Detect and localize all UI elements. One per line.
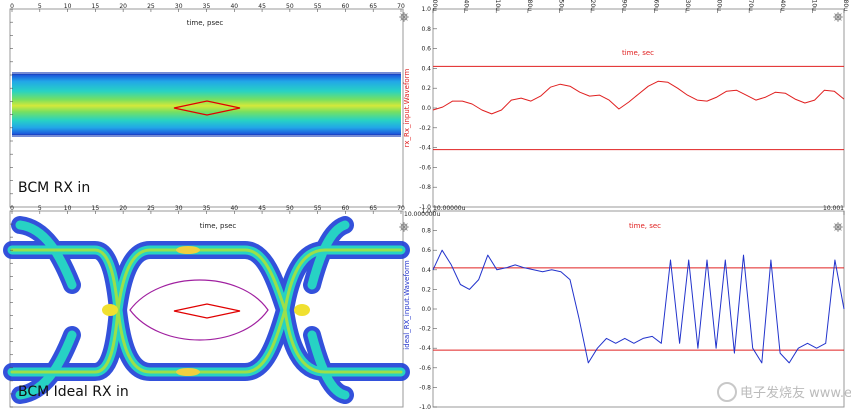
wave1-y-tick-label: -0.2	[419, 125, 431, 132]
eye2-settings-icon[interactable]	[399, 222, 409, 232]
wave2-y-tick-label: 0.2	[421, 286, 431, 293]
wave1-x-tick-label: 8.000140u	[463, 0, 470, 11]
wave1-x-tick-label: 8.000210u	[494, 0, 501, 11]
eye2-title: time, psec	[200, 222, 237, 230]
wave1-x-tick-label: 8.000980u	[842, 0, 849, 11]
wave1-series-line	[432, 80, 845, 115]
wave2-y-tick-label: -0.8	[419, 384, 431, 391]
eye2-x-tick-label: 65	[369, 205, 377, 212]
eye1-x-tick-label: 55	[314, 3, 322, 10]
wave1-y-tick-label: 0.2	[421, 85, 431, 92]
eye1-mask	[173, 100, 241, 116]
eye2-x-tick-label: 0	[10, 205, 14, 212]
wave2-y-tick-label: 0.4	[421, 267, 431, 274]
wave1-y-tick-label: 0.4	[421, 65, 431, 72]
eye1-settings-icon[interactable]	[399, 12, 409, 22]
wave2-series-line	[432, 249, 845, 364]
eye1-x-tick-label: 30	[175, 3, 183, 10]
wave1-x-tick-label: 8.000490u	[621, 0, 628, 11]
eye2-x-tick-label: 60	[342, 205, 350, 212]
eye2-x-tick-label: 15	[92, 205, 100, 212]
eye1-x-tick-label: 5	[38, 3, 42, 10]
wave1-ylabel: rx_Rx_input.Waveform	[403, 69, 411, 148]
wave1-y-tick-label: 0.6	[421, 46, 431, 53]
wave1-y-tick-label: -0.4	[419, 145, 431, 152]
wave1-x-tick-label: 8.000560u	[652, 0, 659, 11]
watermark-logo-icon	[717, 382, 737, 402]
wave1-title: time, sec	[622, 49, 654, 57]
eye2-x-tick-label: 20	[119, 205, 127, 212]
watermark: 电子发烧友 www.elecfans.com	[717, 382, 851, 402]
eye1-axes: 0 5 10 15 20 25 30 35 40 45 50 55 60 65 70	[10, 3, 405, 208]
eye2-x-tick-label: 10	[64, 205, 72, 212]
eye1-x-tick-label: 65	[369, 3, 377, 10]
wave1-frame	[432, 8, 845, 208]
eye1-x-tick-label: 35	[203, 3, 211, 10]
wave2-y-tick-label: -0.2	[419, 326, 431, 333]
wave1-axes: 1.0 0.8 0.6 0.4 0.2 0.0 -0.2 -0.4 -0.6 -0.8 -1.0 8.…	[419, 0, 849, 211]
svg-text:电子发烧友 www.elecfans.com: 电子发烧友 www.elecfans.com	[740, 385, 851, 401]
eye2-x-tick-label: 40	[230, 205, 238, 212]
eye2-x-tick-label: 50	[286, 205, 294, 212]
eye1-x-tick-label: 45	[258, 3, 266, 10]
eye2-density	[3, 216, 410, 404]
wave1-x-tick-label: 8.000770u	[747, 0, 754, 11]
wave2-y-tick-label: 0.0	[421, 306, 431, 313]
eye2-x-tick-label: 5	[38, 205, 42, 212]
eye2-x-tick-label: 55	[314, 205, 322, 212]
wave2-ylabel: ideal_RX_input.Waveform	[403, 260, 411, 350]
eye1-x-tick-label: 50	[286, 3, 294, 10]
wave2-y-tick-label: 0.6	[421, 247, 431, 254]
wave2-frame	[432, 210, 845, 408]
wave1-x-tick-label: 8.000910u	[810, 0, 817, 11]
eye2-x-tick-label: 70	[397, 205, 405, 212]
eye2-x-tick-label: 30	[175, 205, 183, 212]
wave1-x-tick-label: 8.000350u	[557, 0, 564, 11]
eye1-title: time, psec	[187, 19, 224, 27]
eye1-x-tick-label: 15	[92, 3, 100, 10]
eye1-x-tick-label: 40	[230, 3, 238, 10]
eye1-x-tick-label: 25	[147, 3, 155, 10]
wave1-settings-icon[interactable]	[833, 12, 843, 22]
wave1-x-tick-label: 8.000700u	[716, 0, 723, 11]
wave1-y-tick-label: 1.0	[421, 6, 431, 13]
eye1-label: BCM RX in	[18, 180, 90, 196]
eye2-mask	[173, 303, 241, 319]
eye1-x-tick-label: 60	[342, 3, 350, 10]
wave1-y-tick-label: -1.0	[419, 204, 431, 211]
eye2-x-tick-label: 45	[258, 205, 266, 212]
eye1-density	[12, 72, 401, 137]
wave1-y-tick-label: 0.0	[421, 105, 431, 112]
eye2-contour	[129, 279, 269, 341]
eye2-x-tick-label: 25	[147, 205, 155, 212]
wave1-x-tick-label: 8.000630u	[684, 0, 691, 11]
wave2-y-tick-label: 0.8	[421, 228, 431, 235]
wave2-title: time, sec	[629, 222, 661, 230]
eye1-x-tick-label: 70	[397, 3, 405, 10]
wave1-x-tick-label: 8.000280u	[526, 0, 533, 11]
eye2-x-tick-label: 35	[203, 205, 211, 212]
eye2-axes: 0 5 10 15 20 25 30 35 40 45 50 55 60 65 70	[10, 205, 405, 408]
wave2-x-tick-label: 10.00000u	[433, 205, 466, 212]
wave2-x-tick-label: 10.001	[823, 205, 844, 212]
wave1-x-tick-label: 8.000420u	[589, 0, 596, 11]
wave2-y-tick-label: -1.0	[419, 404, 431, 411]
eye1-x-tick-label: 20	[119, 3, 127, 10]
wave2-y-tick-label: -0.6	[419, 365, 431, 372]
wave1-x-tick-label: 8.000000u	[431, 0, 438, 11]
wave1-y-tick-label: -0.6	[419, 164, 431, 171]
wave1-y-tick-label: 0.8	[421, 26, 431, 33]
wave1-y-tick-label: -0.8	[419, 184, 431, 191]
wave1-x-tick-label: 8.000840u	[779, 0, 786, 11]
eye2-label: BCM Ideal RX in	[18, 384, 129, 400]
wave2-settings-icon[interactable]	[833, 222, 843, 232]
eye2-x-start-label: 10.000000u	[404, 211, 440, 218]
eye1-x-tick-label: 10	[64, 3, 72, 10]
wave2-y-tick-label: 1.0	[421, 208, 431, 215]
eye1-x-tick-label: 0	[10, 3, 14, 10]
wave2-axes: 1.00.80.60.40.20.0-0.2-0.4-0.6-0.8-1.010…	[419, 205, 845, 411]
wave2-y-tick-label: -0.4	[419, 345, 431, 352]
